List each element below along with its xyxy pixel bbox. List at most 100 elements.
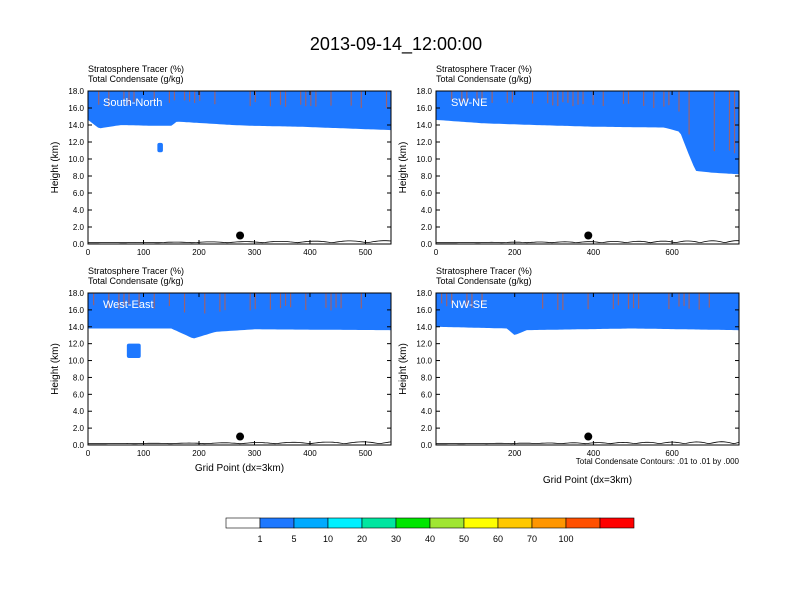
tracer-streak xyxy=(557,91,559,107)
tracer-streak xyxy=(108,91,110,108)
panel-title-line1: Stratosphere Tracer (%) xyxy=(436,266,532,276)
tracer-streak xyxy=(557,293,559,310)
x-tick-label: 500 xyxy=(359,248,373,257)
tracer-streak xyxy=(638,293,640,309)
tracer-streak xyxy=(153,91,155,104)
y-tick-label: 16.0 xyxy=(68,104,84,113)
y-tick-label: 0.0 xyxy=(421,441,433,450)
tracer-streak xyxy=(133,91,135,102)
x-tick-label: 400 xyxy=(303,248,317,257)
tracer-streak xyxy=(668,293,670,310)
y-tick-label: 8.0 xyxy=(73,373,85,382)
tracer-streak xyxy=(219,293,221,312)
colorbar-label: 60 xyxy=(493,534,503,544)
tracer-streak xyxy=(728,91,731,151)
tracer-streak xyxy=(547,91,549,104)
x-tick-label: 600 xyxy=(665,248,679,257)
tracer-streak xyxy=(310,91,312,106)
x-tick-label: 400 xyxy=(303,449,317,458)
y-tick-label: 16.0 xyxy=(416,306,432,315)
x-tick-label: 200 xyxy=(508,248,522,257)
colorbar-swatch xyxy=(463,517,499,529)
colorbar-label: 10 xyxy=(323,534,333,544)
colorbar-swatch xyxy=(429,517,465,529)
y-tick-label: 2.0 xyxy=(421,424,433,433)
x-tick-label: 100 xyxy=(137,248,151,257)
axes-frame xyxy=(435,90,740,245)
tracer-streak xyxy=(552,91,554,106)
y-tick-label: 0.0 xyxy=(73,441,85,450)
tracer-streak xyxy=(678,293,680,307)
y-tick-label: 4.0 xyxy=(421,206,433,215)
y-tick-label: 18.0 xyxy=(416,289,432,298)
tracer-streak xyxy=(128,91,130,105)
panel-label: SW-NE xyxy=(451,97,487,109)
y-tick-label: 4.0 xyxy=(421,407,433,416)
y-tick-label: 18.0 xyxy=(416,87,432,96)
location-marker xyxy=(236,432,245,441)
colorbar-swatch xyxy=(225,517,261,529)
y-tick-label: 10.0 xyxy=(416,155,432,164)
colorbar-label: 20 xyxy=(357,534,367,544)
figure-title: 2013-09-14_12:00:00 xyxy=(310,34,482,55)
tracer-streak xyxy=(168,91,170,103)
tracer-streak xyxy=(93,293,95,306)
tracer-streak xyxy=(663,91,665,107)
tracer-streak xyxy=(688,91,690,135)
tracer-streak xyxy=(194,91,196,104)
tracer-streak xyxy=(471,293,473,309)
tracer-streak xyxy=(325,293,327,308)
x-tick-label: 300 xyxy=(248,248,262,257)
tracer-streak xyxy=(189,91,191,102)
tracer-streak xyxy=(733,91,736,154)
tracer-streak xyxy=(269,293,271,310)
x-tick-label: 200 xyxy=(508,449,522,458)
axes-frame xyxy=(435,292,740,446)
y-tick-label: 18.0 xyxy=(68,87,84,96)
axes-frame xyxy=(87,292,392,446)
y-axis-label: Height (km) xyxy=(398,142,409,194)
tracer-streak xyxy=(562,91,564,103)
tracer-streak xyxy=(254,293,256,310)
tracer-streak xyxy=(592,91,594,105)
colorbar-label: 70 xyxy=(527,534,537,544)
panel-title-line2: Total Condensate (g/kg) xyxy=(88,74,184,84)
tracer-streak xyxy=(678,91,680,112)
tracer-streak xyxy=(183,293,186,313)
y-tick-label: 6.0 xyxy=(73,189,85,198)
panel-sw-ne: SW-NE Stratosphere Tracer (%)Total Conden… xyxy=(398,64,740,257)
tracer-streak xyxy=(572,91,574,107)
tracer-streak xyxy=(98,91,100,105)
y-tick-label: 8.0 xyxy=(421,172,433,181)
tracer-streak xyxy=(643,91,645,106)
y-tick-label: 12.0 xyxy=(416,340,432,349)
tracer-streak xyxy=(713,91,715,152)
panel-title-line1: Stratosphere Tracer (%) xyxy=(436,64,532,74)
panel-label: South-North xyxy=(103,97,162,109)
tracer-streak xyxy=(330,91,332,106)
x-tick-label: 200 xyxy=(192,248,206,257)
tracer-streak xyxy=(153,293,155,309)
y-axis-label: Height (km) xyxy=(50,343,61,395)
location-marker xyxy=(236,231,245,240)
tracer-streak xyxy=(385,91,388,109)
x-axis-label: Grid Point (dx=3km) xyxy=(195,463,284,474)
panel-label: NW-SE xyxy=(451,299,487,311)
colorbar-label: 5 xyxy=(291,534,296,544)
tracer-streak xyxy=(284,91,287,107)
tracer-streak xyxy=(118,293,120,310)
y-tick-label: 8.0 xyxy=(421,373,433,382)
tracer-streak xyxy=(305,91,307,107)
tracer-streak xyxy=(632,293,635,309)
y-tick-label: 16.0 xyxy=(68,306,84,315)
y-tick-label: 12.0 xyxy=(68,340,84,349)
tracer-streak xyxy=(698,293,700,310)
y-tick-label: 16.0 xyxy=(416,104,432,113)
tracer-streak xyxy=(183,91,186,101)
tracer-streak xyxy=(249,91,251,107)
tracer-streak xyxy=(602,91,604,106)
tracer-streak xyxy=(481,293,483,305)
tracer-streak xyxy=(582,91,584,105)
tracer-streak xyxy=(330,293,332,311)
